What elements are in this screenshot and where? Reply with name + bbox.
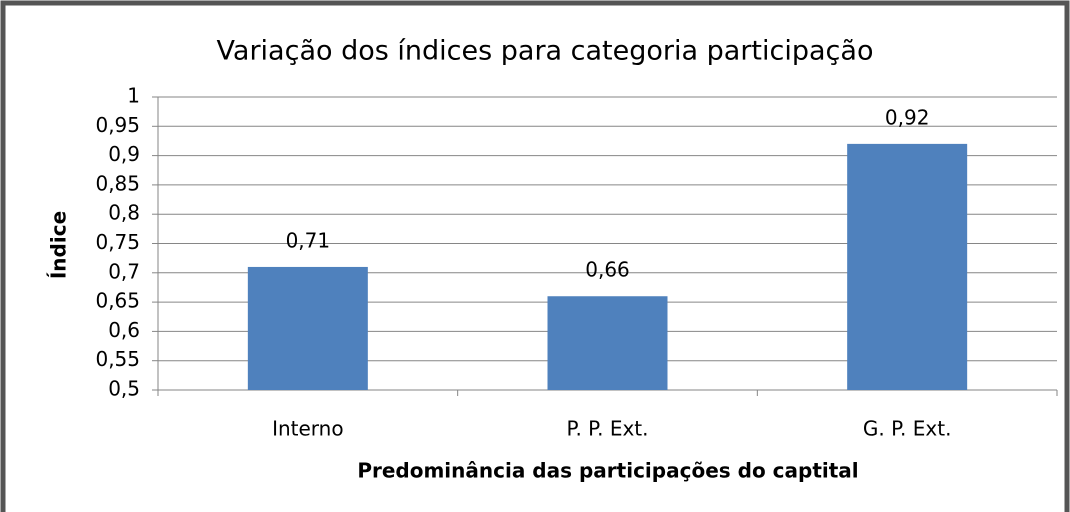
bar (847, 143, 968, 390)
y-tick-label: 0,75 (95, 230, 140, 254)
x-tick-label: Interno (272, 417, 344, 441)
y-tick-label: 0,95 (95, 113, 140, 137)
y-tick-label: 0,6 (108, 318, 140, 342)
x-axis-label: Predominância das participações do capti… (357, 459, 858, 483)
x-tick-label: P. P. Ext. (567, 417, 649, 441)
y-tick-label: 0,7 (108, 259, 140, 283)
y-tick-label: 0,65 (95, 289, 140, 313)
y-tick-label: 0,55 (95, 347, 140, 371)
chart-title: Variação dos índices para categoria part… (217, 36, 874, 67)
y-axis-label: Índice (47, 211, 71, 279)
value-label: 0,92 (885, 105, 930, 129)
y-tick-label: 1 (127, 84, 140, 108)
y-tick-label: 0,8 (108, 201, 140, 225)
bar (247, 266, 368, 390)
value-label: 0,66 (585, 258, 630, 282)
value-label: 0,71 (286, 228, 331, 252)
bar (547, 296, 668, 390)
x-tick-label: G. P. Ext. (863, 417, 952, 441)
y-tick-label: 0,85 (95, 171, 140, 195)
y-tick-label: 0,9 (108, 142, 140, 166)
y-tick-label: 0,5 (108, 377, 140, 401)
